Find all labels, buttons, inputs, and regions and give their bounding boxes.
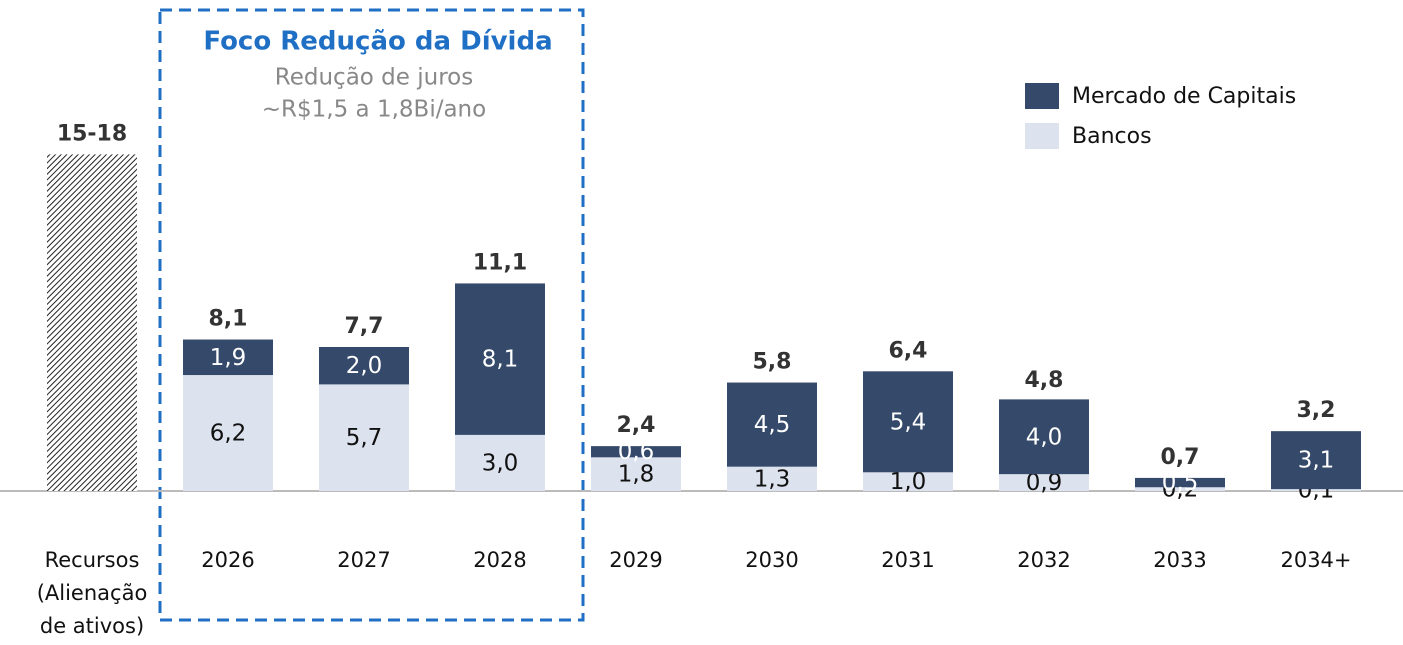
legend-swatch [1025, 123, 1059, 149]
x-tick-label: 2028 [473, 548, 527, 572]
value-label: 0,6 [618, 439, 655, 465]
bar-segment [1271, 489, 1361, 491]
value-label: 3,1 [1298, 448, 1335, 474]
total-label: 2,4 [617, 413, 656, 438]
value-label: 5,7 [346, 425, 383, 451]
value-label: 4,0 [1026, 424, 1063, 450]
range-bar [47, 154, 137, 211]
value-label: 5,4 [890, 409, 927, 435]
range-bar [47, 210, 137, 491]
bar-segment [1271, 431, 1361, 490]
bar-segment [183, 375, 273, 491]
focus-box [158, 8, 585, 622]
value-label: 1,3 [754, 466, 791, 492]
legend-swatch [1025, 83, 1059, 109]
bar-segment [319, 347, 409, 385]
bar-segment [1135, 487, 1225, 491]
x-tick-label: 2033 [1153, 548, 1207, 572]
bar-segment [999, 399, 1089, 475]
value-label: 4,5 [754, 412, 791, 438]
subtitle: Redução de juros [275, 65, 473, 91]
bar-segment [1135, 477, 1225, 488]
x-tick-label: 2031 [881, 548, 935, 572]
x-tick-label: 2034+ [1280, 548, 1352, 572]
total-label: 0,7 [1161, 445, 1200, 470]
bar-segment [727, 382, 817, 467]
total-label: 4,8 [1025, 368, 1064, 393]
x-tick-label: Recursos (Alienação de ativos) [36, 548, 148, 638]
bar-segment [455, 283, 545, 435]
value-label: 0,5 [1162, 470, 1199, 496]
x-tick-label: 2032 [1017, 548, 1071, 572]
bar-segment [727, 466, 817, 491]
total-label: 5,8 [753, 350, 792, 375]
value-label: 6,2 [210, 421, 247, 447]
x-tick-label: 2030 [745, 548, 799, 572]
x-tick-label: 2029 [609, 548, 663, 572]
legend-label: Mercado de Capitais [1072, 84, 1296, 109]
value-label: 1,8 [618, 462, 655, 488]
total-label: 7,7 [345, 314, 384, 339]
total-label: 8,1 [209, 307, 248, 332]
x-tick-label: 2027 [337, 548, 391, 572]
value-label: 0,9 [1026, 470, 1063, 496]
x-tick-label: 2026 [201, 548, 255, 572]
bar-segment [863, 371, 953, 473]
bar-segment [319, 384, 409, 491]
total-label: 11,1 [473, 250, 527, 275]
value-label: 2,0 [346, 353, 383, 379]
subtitle: ~R$1,5 a 1,8Bi/ano [262, 97, 486, 123]
bar-segment [591, 446, 681, 458]
bar-segment [863, 472, 953, 491]
total-label: 3,2 [1297, 398, 1336, 423]
bar-segment [591, 457, 681, 491]
value-label: 8,1 [482, 347, 519, 373]
value-label: 1,0 [890, 469, 927, 495]
total-label: 6,4 [889, 338, 928, 363]
bar-segment [183, 339, 273, 376]
bar-segment [999, 474, 1089, 491]
total-label: 15-18 [57, 121, 127, 146]
legend-label: Bancos [1072, 124, 1152, 149]
bar-segment [455, 434, 545, 491]
value-label: 1,9 [210, 345, 247, 371]
chart-title: Foco Redução da Dívida [203, 27, 552, 57]
value-label: 3,0 [482, 450, 519, 476]
